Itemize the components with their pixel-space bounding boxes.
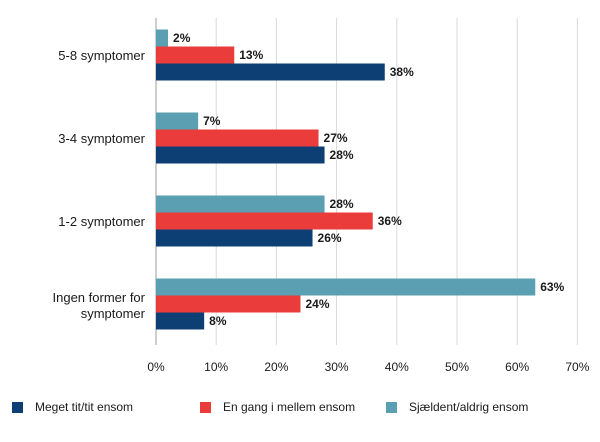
legend-item-en-gang: En gang i mellem ensom <box>200 400 355 414</box>
bar <box>156 146 325 164</box>
bar <box>156 29 169 47</box>
data-label: 28% <box>330 197 354 211</box>
data-label: 28% <box>330 148 354 162</box>
data-label: 2% <box>173 31 191 45</box>
bar <box>156 129 319 147</box>
bar <box>156 312 205 330</box>
data-label: 26% <box>318 231 342 245</box>
legend-item-meget-tit: Meget tit/tit ensom <box>12 400 133 414</box>
x-tick-label: 20% <box>264 360 288 374</box>
legend-label-meget-tit: Meget tit/tit ensom <box>35 400 134 414</box>
x-tick-label: 0% <box>147 360 165 374</box>
data-label: 13% <box>239 48 263 62</box>
bar <box>156 212 373 230</box>
category-label: 1-2 symptomer <box>58 214 145 229</box>
legend-swatch-en-gang <box>200 401 211 413</box>
bar <box>156 295 301 313</box>
legend-swatch-meget-tit <box>12 401 23 413</box>
bar <box>156 112 199 130</box>
data-label: 36% <box>378 214 402 228</box>
legend-swatch-sjaeldent <box>386 401 397 413</box>
data-label: 7% <box>203 114 221 128</box>
data-label: 38% <box>390 65 414 79</box>
legend-label-sjaeldent: Sjældent/aldrig ensom <box>409 400 529 414</box>
data-label: 27% <box>324 131 348 145</box>
bar <box>156 195 325 213</box>
bar <box>156 278 536 296</box>
data-label: 24% <box>305 297 329 311</box>
category-label: Ingen former for symptomer <box>53 290 146 321</box>
x-tick-label: 60% <box>505 360 529 374</box>
category-label: 3-4 symptomer <box>58 131 145 146</box>
bar <box>156 46 235 64</box>
x-tick-label: 10% <box>204 360 228 374</box>
x-tick-label: 40% <box>385 360 409 374</box>
legend-item-sjaeldent: Sjældent/aldrig ensom <box>386 400 528 414</box>
legend: Meget tit/tit ensom En gang i mellem ens… <box>0 400 600 424</box>
bar <box>156 229 313 247</box>
x-tick-label: 50% <box>445 360 469 374</box>
data-label: 8% <box>209 314 227 328</box>
x-tick-label: 70% <box>565 360 589 374</box>
x-tick-label: 30% <box>325 360 349 374</box>
category-label: 5-8 symptomer <box>58 48 145 63</box>
data-label: 63% <box>540 280 564 294</box>
bar-chart: 0% 10% 20% 30% 40% 50% 60% 70% 5-8 symptomer 3-4 … <box>53 18 590 374</box>
bar <box>156 63 385 81</box>
legend-label-en-gang: En gang i mellem ensom <box>223 400 356 414</box>
